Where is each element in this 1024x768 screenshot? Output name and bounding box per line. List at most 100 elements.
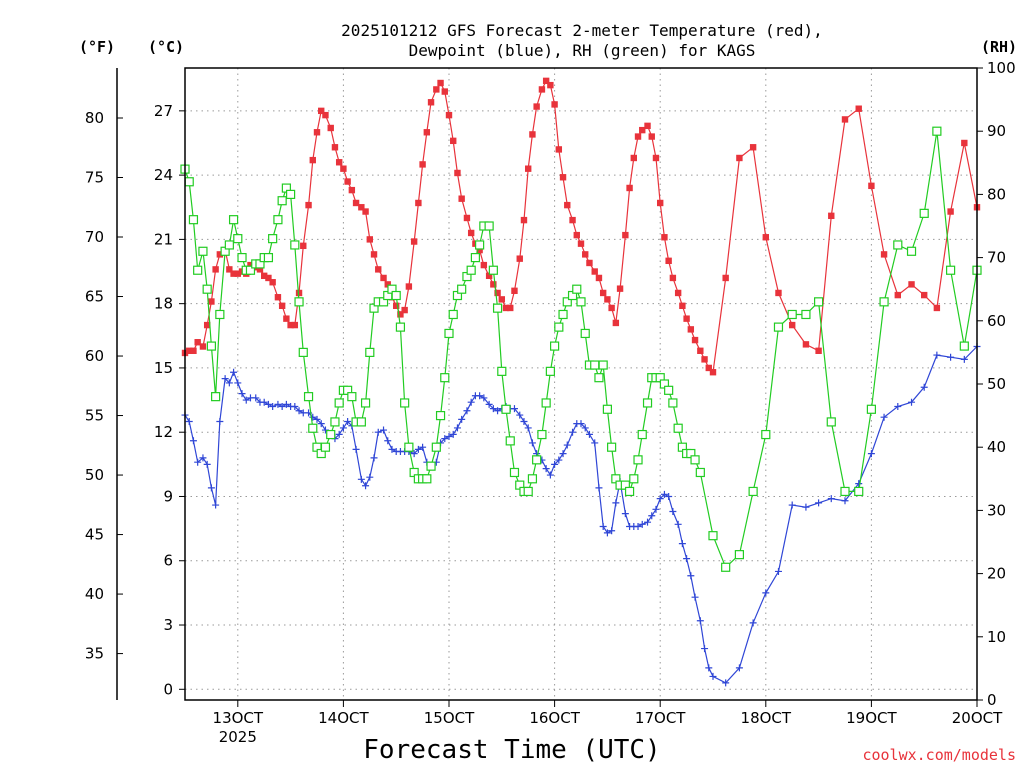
2-meter-temperature-point bbox=[736, 154, 743, 162]
dewpoint-point bbox=[569, 428, 577, 436]
dewpoint-point bbox=[691, 593, 699, 601]
2-meter-temperature-point bbox=[599, 289, 607, 297]
dewpoint-point bbox=[494, 407, 502, 415]
dewpoint-point bbox=[212, 501, 220, 509]
rh-point bbox=[590, 360, 600, 370]
dewpoint-point bbox=[867, 450, 875, 458]
2-meter-temperature-point bbox=[467, 229, 475, 237]
rh-point bbox=[826, 417, 836, 427]
rh-point bbox=[228, 215, 239, 225]
rh-point bbox=[580, 328, 590, 339]
rh-point bbox=[545, 366, 555, 376]
2-meter-temperature-point bbox=[393, 302, 400, 310]
rh-point bbox=[184, 177, 194, 187]
dewpoint-point bbox=[555, 456, 563, 464]
2-meter-temperature-point bbox=[762, 234, 769, 241]
2-meter-temperature-point bbox=[340, 165, 347, 172]
2-meter-temperature-point bbox=[384, 281, 391, 288]
celsius-tick-label: 0 bbox=[163, 680, 173, 698]
dewpoint-point bbox=[242, 396, 250, 404]
2-meter-temperature-point bbox=[352, 199, 360, 207]
rh-point bbox=[787, 309, 797, 320]
2-meter-temperature-point bbox=[437, 79, 444, 87]
rh-tick-label: 20 bbox=[987, 565, 1006, 583]
dewpoint-point bbox=[603, 529, 611, 537]
2-meter-temperature-point bbox=[283, 315, 290, 322]
celsius-tick-label: 18 bbox=[154, 295, 173, 313]
rh-point bbox=[594, 373, 604, 383]
2-meter-temperature-point bbox=[595, 274, 603, 282]
2-meter-temperature-point bbox=[533, 103, 540, 110]
dewpoint-point bbox=[595, 484, 603, 492]
rh-tick-label: 0 bbox=[987, 691, 997, 709]
dewpoint-point bbox=[894, 402, 902, 410]
rh-point bbox=[484, 221, 494, 231]
2-meter-temperature-point bbox=[815, 347, 822, 354]
2-meter-temperature-point bbox=[358, 204, 365, 211]
2-meter-temperature-point bbox=[626, 184, 633, 192]
dewpoint-point bbox=[295, 407, 303, 415]
dewpoint-point bbox=[563, 441, 571, 449]
rh-point bbox=[773, 322, 784, 332]
rh-point bbox=[330, 417, 340, 427]
dewpoint-point bbox=[384, 437, 392, 445]
2-meter-temperature-point bbox=[612, 319, 620, 327]
dewpoint-point bbox=[608, 527, 616, 535]
rh-point bbox=[347, 392, 357, 402]
dewpoint-point bbox=[449, 430, 457, 438]
2-meter-temperature-point bbox=[608, 304, 615, 312]
rh-point bbox=[607, 442, 617, 452]
dewpoint-point bbox=[458, 415, 466, 423]
2-meter-temperature-point bbox=[516, 255, 523, 262]
celsius-tick-label: 6 bbox=[163, 552, 173, 570]
2-meter-temperature-point bbox=[423, 129, 431, 136]
fahrenheit-tick-label: 50 bbox=[85, 466, 104, 484]
dewpoint-point bbox=[815, 499, 823, 507]
celsius-tick-label: 15 bbox=[154, 359, 173, 377]
2-meter-temperature-point bbox=[555, 146, 563, 153]
2-meter-temperature-point bbox=[947, 208, 954, 215]
x-tick-label: 15OCT bbox=[424, 709, 475, 727]
2-meter-temperature-point bbox=[551, 101, 558, 108]
dewpoint-point bbox=[374, 428, 382, 436]
2-meter-temperature-point bbox=[542, 77, 550, 85]
chart-title-line2: Dewpoint (blue), RH (green) for KAGS bbox=[409, 41, 756, 60]
rh-point bbox=[277, 196, 287, 206]
rh-point bbox=[298, 347, 308, 357]
rh-point bbox=[541, 398, 551, 408]
rh-point bbox=[308, 423, 318, 433]
2-meter-temperature-point bbox=[701, 356, 708, 363]
2-meter-temperature-point bbox=[749, 144, 757, 151]
dewpoint-point bbox=[463, 407, 471, 415]
rh-point bbox=[444, 328, 454, 339]
dewpoint-point bbox=[788, 501, 796, 509]
rh-point bbox=[426, 461, 436, 471]
rh-point bbox=[554, 322, 564, 332]
x-tick-sublabel: 2025 bbox=[219, 728, 257, 746]
dewpoint-point bbox=[317, 420, 325, 428]
rh-point bbox=[527, 474, 538, 484]
2-meter-temperature-point bbox=[679, 302, 686, 310]
2-meter-temperature-point bbox=[480, 261, 488, 269]
2-meter-temperature-point bbox=[683, 315, 690, 322]
rh-point bbox=[840, 486, 850, 497]
rh-point bbox=[558, 309, 568, 320]
2-meter-temperature-point bbox=[507, 304, 514, 312]
dewpoint-point bbox=[920, 383, 928, 391]
2-meter-temperature-point bbox=[370, 251, 378, 258]
dewpoint-point bbox=[453, 424, 461, 432]
celsius-tick-label: 24 bbox=[154, 166, 173, 184]
rh-point bbox=[188, 215, 199, 225]
2-meter-temperature-point bbox=[309, 156, 316, 164]
2-meter-temperature-point bbox=[880, 251, 888, 258]
2-meter-temperature-point bbox=[401, 306, 408, 314]
2-meter-temperature-point bbox=[458, 195, 465, 202]
rh-point bbox=[523, 486, 533, 497]
dewpoint-point bbox=[278, 402, 286, 410]
dewpoint-point bbox=[709, 672, 717, 680]
2-meter-temperature-point bbox=[697, 347, 704, 354]
rh-point bbox=[356, 417, 366, 427]
dewpoint-point bbox=[516, 411, 524, 419]
2-meter-temperature-point bbox=[894, 291, 901, 299]
2-meter-temperature-point bbox=[529, 131, 536, 138]
